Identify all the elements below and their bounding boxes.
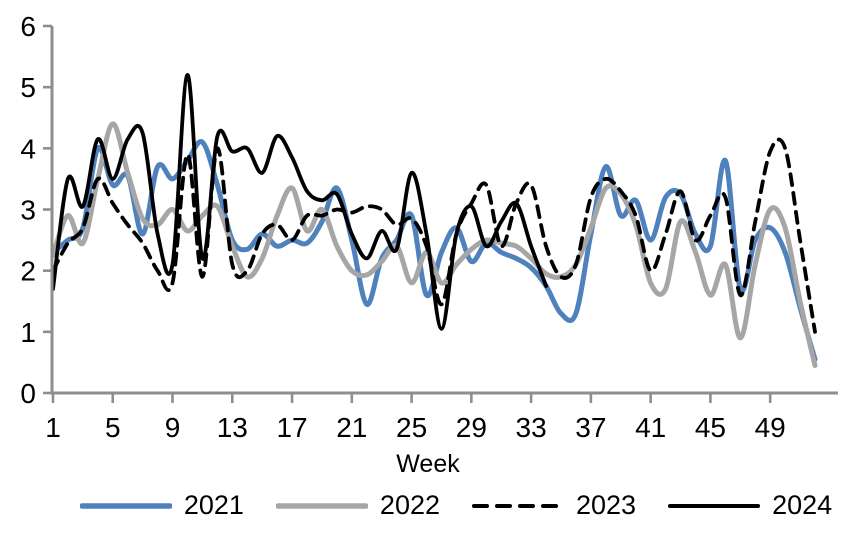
x-tick-label: 41: [635, 412, 666, 443]
legend-line-2023-icon: [472, 503, 564, 508]
y-tick-label: 6: [20, 11, 36, 42]
legend-item-2023: 2023: [472, 490, 636, 521]
series-line-2021: [50, 139, 818, 362]
y-tick-label: 4: [20, 133, 36, 164]
legend-line-2024-icon: [668, 503, 761, 508]
series-line-2024: [51, 72, 548, 331]
x-tick-label: 1: [45, 412, 61, 443]
y-tick-label: 5: [20, 72, 36, 103]
legend-item-2021: 2021: [79, 490, 244, 521]
legend-line-2022-icon: [275, 502, 368, 509]
y-tick-label: 1: [20, 317, 36, 348]
x-tick-label: 25: [396, 412, 427, 443]
y-tick-label: 3: [20, 195, 36, 226]
legend-label-2024: 2024: [772, 490, 833, 520]
x-tick-label: 49: [755, 412, 786, 443]
x-tick-label: 45: [695, 412, 726, 443]
x-tick-label: 17: [276, 412, 307, 443]
legend-line-2021-icon: [79, 502, 172, 509]
legend-label-2022: 2022: [379, 490, 440, 520]
legend-label-2023: 2023: [576, 490, 637, 520]
y-tick-label: 0: [20, 378, 36, 409]
x-tick-label: 21: [336, 412, 367, 443]
x-tick-label: 33: [516, 412, 547, 443]
y-tick-label: 2: [20, 256, 36, 287]
x-axis-title: Week: [396, 450, 460, 478]
x-tick-label: 13: [217, 412, 248, 443]
x-tick-label: 9: [165, 412, 181, 443]
x-tick-label: 29: [456, 412, 487, 443]
legend-item-2022: 2022: [275, 490, 440, 521]
x-tick-label: 5: [105, 412, 121, 443]
x-tick-label: 37: [575, 412, 606, 443]
legend-label-2021: 2021: [183, 490, 244, 520]
legend: 2021 2022 2023 2024: [60, 490, 852, 521]
legend-item-2024: 2024: [668, 490, 832, 521]
